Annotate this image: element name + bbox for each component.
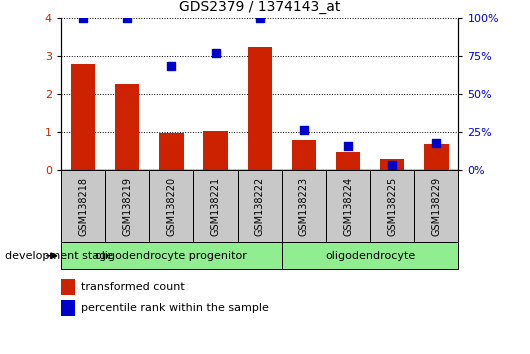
Text: oligodendrocyte progenitor: oligodendrocyte progenitor <box>95 251 248 261</box>
Title: GDS2379 / 1374143_at: GDS2379 / 1374143_at <box>179 0 340 14</box>
Bar <box>380 159 404 170</box>
Point <box>167 64 175 69</box>
Text: GSM138224: GSM138224 <box>343 177 353 236</box>
Bar <box>204 131 228 170</box>
Text: GSM138229: GSM138229 <box>431 177 441 236</box>
Bar <box>292 140 316 170</box>
Point <box>388 162 396 167</box>
Text: GSM138220: GSM138220 <box>166 177 176 236</box>
Text: GSM138223: GSM138223 <box>299 177 309 236</box>
Bar <box>424 144 448 170</box>
Bar <box>115 84 139 170</box>
Bar <box>61 279 75 295</box>
Point <box>211 50 220 56</box>
Point <box>79 15 87 21</box>
Text: GSM138222: GSM138222 <box>255 177 264 236</box>
Point <box>344 143 352 149</box>
Bar <box>248 47 272 170</box>
Text: GSM138221: GSM138221 <box>210 177 220 236</box>
Text: oligodendrocyte: oligodendrocyte <box>325 251 415 261</box>
Bar <box>159 133 183 170</box>
Text: GSM138225: GSM138225 <box>387 177 397 236</box>
Text: percentile rank within the sample: percentile rank within the sample <box>81 303 269 313</box>
Point <box>123 15 131 21</box>
Text: GSM138218: GSM138218 <box>78 177 88 236</box>
Point <box>255 15 264 21</box>
Text: GSM138219: GSM138219 <box>122 177 132 236</box>
Point <box>299 127 308 132</box>
Bar <box>71 64 95 170</box>
Text: development stage: development stage <box>5 251 113 261</box>
Text: transformed count: transformed count <box>81 282 184 292</box>
Point <box>432 141 440 146</box>
Bar <box>61 300 75 316</box>
Bar <box>336 152 360 170</box>
